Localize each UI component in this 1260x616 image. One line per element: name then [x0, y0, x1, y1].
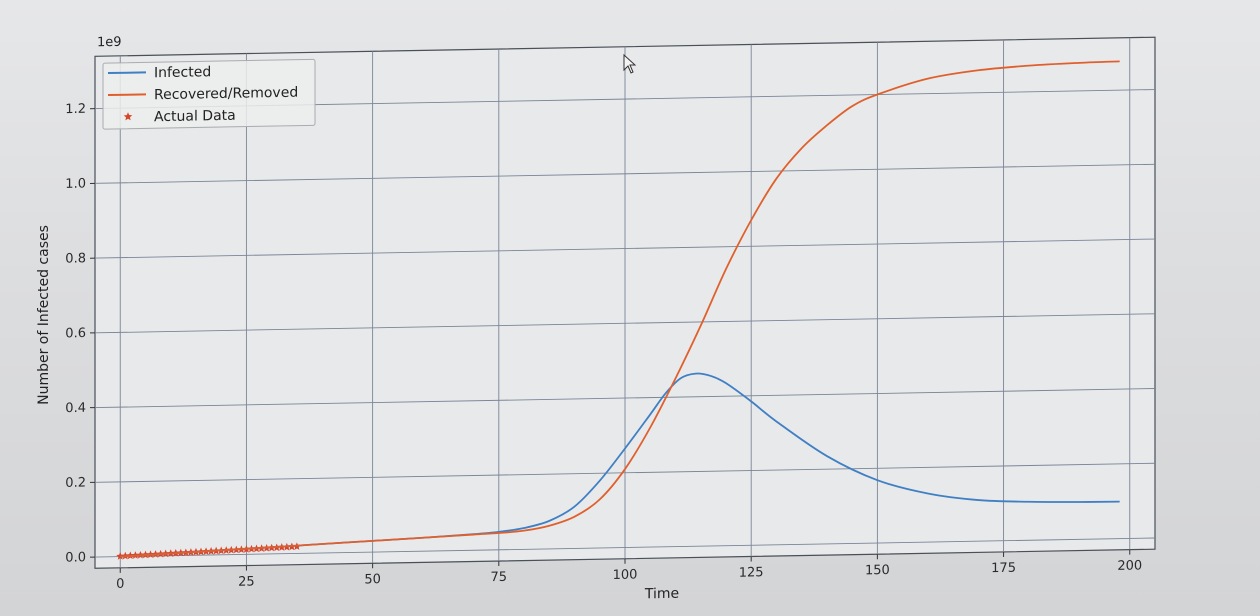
y-grid-line	[95, 238, 1155, 259]
x-tick-label: 125	[739, 565, 764, 580]
legend-label: Infected	[154, 64, 211, 81]
legend-item-infected: Infected	[108, 64, 211, 81]
legend-label: Actual Data	[154, 108, 236, 125]
y-tick-label: 0.6	[65, 326, 86, 341]
x-grid	[119, 37, 1131, 573]
y-tick-label: 0.0	[65, 550, 86, 565]
legend-label: Recovered/Removed	[154, 85, 298, 104]
y-tick-label: 0.2	[65, 475, 86, 490]
y-tick-label: 0.8	[65, 251, 86, 266]
x-tick-label: 175	[991, 561, 1016, 576]
legend-swatch	[108, 71, 146, 75]
y-tick-label: 1.0	[65, 177, 86, 192]
series-recovered-removed-line	[120, 60, 1120, 558]
legend-item-actual-data: Actual Data	[123, 108, 236, 125]
legend-swatch	[123, 112, 133, 121]
legend-swatch	[108, 93, 146, 97]
y-axis-label: Number of Infected cases	[36, 225, 52, 405]
x-axis-label: Time	[644, 586, 679, 603]
x-tick-label: 150	[865, 563, 890, 578]
chart-figure: 0 25 50 75 100 125 150 175 200 0.0 0.2 0.4 0.6 0.8 1.…	[65, 35, 1156, 603]
y-grid	[90, 89, 1155, 558]
y-tick-labels: 0.0 0.2 0.4 0.6 0.8 1.0 1.2	[65, 102, 86, 566]
legend: Infected Recovered/Removed Actual Data	[102, 58, 316, 130]
series-layer	[116, 60, 1120, 560]
y-scale-label: 1e9	[97, 35, 122, 50]
legend-item-recovered-removed: Recovered/Removed	[108, 85, 298, 104]
x-tick-label: 100	[613, 568, 638, 583]
y-tick-label: 0.4	[65, 401, 86, 416]
y-grid-line	[95, 537, 1155, 558]
legend-box	[102, 58, 316, 130]
y-tick-label: 1.2	[65, 102, 86, 117]
y-grid-line	[95, 313, 1155, 334]
x-tick-labels: 0 25 50 75 100 125 150 175 200	[116, 558, 1142, 591]
x-tick-label: 0	[116, 577, 124, 592]
x-tick-label: 50	[364, 572, 381, 587]
y-grid-line	[95, 462, 1155, 483]
x-tick-label: 25	[238, 574, 255, 589]
x-tick-label: 200	[1117, 558, 1142, 573]
mouse-cursor-icon	[623, 53, 637, 74]
x-tick-label: 75	[491, 570, 508, 585]
y-grid-line	[95, 388, 1155, 409]
y-grid-line	[95, 163, 1155, 184]
